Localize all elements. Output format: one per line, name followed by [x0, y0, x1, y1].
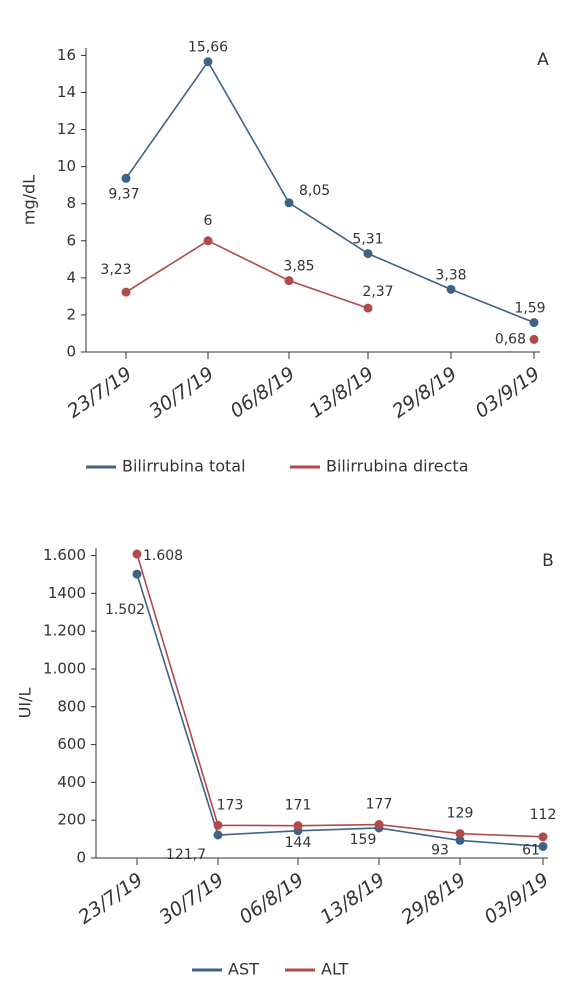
- x-tick-label: 13/8/19: [316, 869, 389, 929]
- value-label: 3,85: [283, 259, 314, 275]
- value-label: 8,05: [299, 183, 330, 199]
- value-label: 9,37: [108, 186, 139, 202]
- point: [132, 549, 142, 559]
- legend-label: Bilirrubina directa: [326, 457, 469, 476]
- value-label: 144: [285, 835, 312, 851]
- value-label: 129: [447, 806, 474, 822]
- point: [284, 198, 294, 208]
- value-label: 6: [204, 213, 213, 229]
- point: [455, 829, 465, 839]
- y-tick-label: 1.200: [43, 622, 86, 640]
- value-label: 3,23: [100, 262, 131, 278]
- y-tick-label: 14: [57, 83, 76, 101]
- y-tick-label: 0: [66, 343, 76, 361]
- x-tick-label: 23/7/19: [74, 869, 147, 929]
- y-tick-label: 2: [66, 305, 76, 323]
- value-label: 121,7: [166, 847, 206, 863]
- value-label: 159: [350, 832, 377, 848]
- x-tick-label: 30/7/19: [145, 363, 218, 423]
- point: [293, 821, 303, 831]
- y-tick-label: 4: [66, 268, 76, 286]
- point: [121, 173, 131, 183]
- value-label: 93: [431, 842, 449, 858]
- x-tick-label: 29/8/19: [397, 869, 470, 929]
- value-label: 0,68: [495, 331, 526, 347]
- y-tick-label: 12: [57, 120, 76, 138]
- x-tick-label: 29/8/19: [388, 363, 461, 423]
- series-line: [125, 60, 535, 324]
- series-line: [136, 553, 544, 838]
- y-tick-label: 200: [57, 811, 86, 829]
- x-tick-label: 03/9/19: [480, 869, 553, 929]
- value-label: 15,66: [188, 40, 228, 56]
- y-tick-label: 1.600: [43, 546, 86, 564]
- value-label: 2,37: [362, 284, 393, 300]
- legend-label: ALT: [321, 960, 349, 979]
- y-tick-label: 600: [57, 735, 86, 753]
- value-label: 3,38: [435, 267, 466, 283]
- value-label: 1.608: [143, 548, 183, 564]
- y-axis-label: UI/L: [16, 688, 35, 719]
- y-tick-label: 800: [57, 697, 86, 715]
- point: [363, 303, 373, 313]
- point: [446, 284, 456, 294]
- y-tick-label: 1400: [48, 584, 86, 602]
- point: [213, 820, 223, 830]
- x-tick-label: 23/7/19: [63, 363, 136, 423]
- x-tick-label: 06/8/19: [235, 869, 308, 929]
- value-label: 61: [522, 842, 540, 858]
- panel-label: A: [537, 50, 549, 70]
- x-tick-label: 03/9/19: [471, 363, 544, 423]
- point: [132, 569, 142, 579]
- point: [203, 57, 213, 67]
- legend-label: AST: [228, 960, 259, 979]
- y-tick-label: 400: [57, 773, 86, 791]
- point: [455, 835, 465, 845]
- point: [121, 287, 131, 297]
- value-label: 177: [366, 797, 393, 813]
- point: [284, 276, 294, 286]
- x-tick-label: 30/7/19: [155, 869, 228, 929]
- x-tick-label: 13/8/19: [305, 363, 378, 423]
- point: [529, 334, 539, 344]
- point: [213, 830, 223, 840]
- point: [203, 236, 213, 246]
- point: [374, 820, 384, 830]
- value-label: 112: [530, 807, 557, 823]
- series-line: [136, 573, 544, 848]
- value-label: 1.502: [105, 602, 145, 618]
- series-line: [125, 239, 369, 309]
- point: [363, 249, 373, 259]
- y-tick-label: 8: [66, 194, 76, 212]
- y-tick-label: 0: [76, 849, 86, 867]
- point: [529, 318, 539, 328]
- panel-label: B: [542, 551, 554, 571]
- point: [538, 841, 548, 851]
- y-tick-label: 16: [57, 46, 76, 64]
- y-tick-label: 10: [57, 157, 76, 175]
- y-tick-label: 1.000: [43, 659, 86, 677]
- value-label: 171: [285, 798, 312, 814]
- legend-label: Bilirrubina total: [122, 457, 246, 476]
- value-label: 5,31: [352, 232, 383, 248]
- value-label: 173: [217, 797, 244, 813]
- value-label: 1,59: [514, 301, 545, 317]
- y-tick-label: 6: [66, 231, 76, 249]
- point: [538, 832, 548, 842]
- x-tick-label: 06/8/19: [226, 363, 299, 423]
- y-axis-label: mg/dL: [20, 175, 39, 225]
